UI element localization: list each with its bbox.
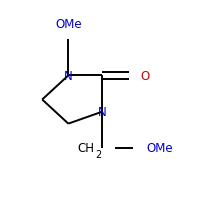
Text: N: N bbox=[98, 106, 106, 118]
Text: N: N bbox=[64, 70, 72, 82]
Text: OMe: OMe bbox=[55, 18, 81, 30]
Text: CH: CH bbox=[77, 142, 94, 154]
Text: O: O bbox=[140, 70, 149, 82]
Text: 2: 2 bbox=[95, 149, 101, 159]
Text: OMe: OMe bbox=[146, 142, 173, 154]
